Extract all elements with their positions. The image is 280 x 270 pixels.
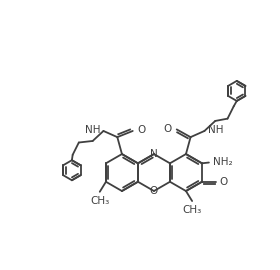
Text: CH₃: CH₃ — [183, 205, 202, 215]
Text: NH: NH — [207, 125, 223, 135]
Text: N: N — [150, 149, 158, 159]
Text: CH₃: CH₃ — [90, 196, 109, 206]
Text: O: O — [164, 124, 172, 134]
Text: NH₂: NH₂ — [213, 157, 232, 167]
Text: O: O — [150, 186, 158, 196]
Text: O: O — [137, 125, 146, 135]
Text: O: O — [220, 177, 228, 187]
Text: NH: NH — [85, 125, 100, 135]
